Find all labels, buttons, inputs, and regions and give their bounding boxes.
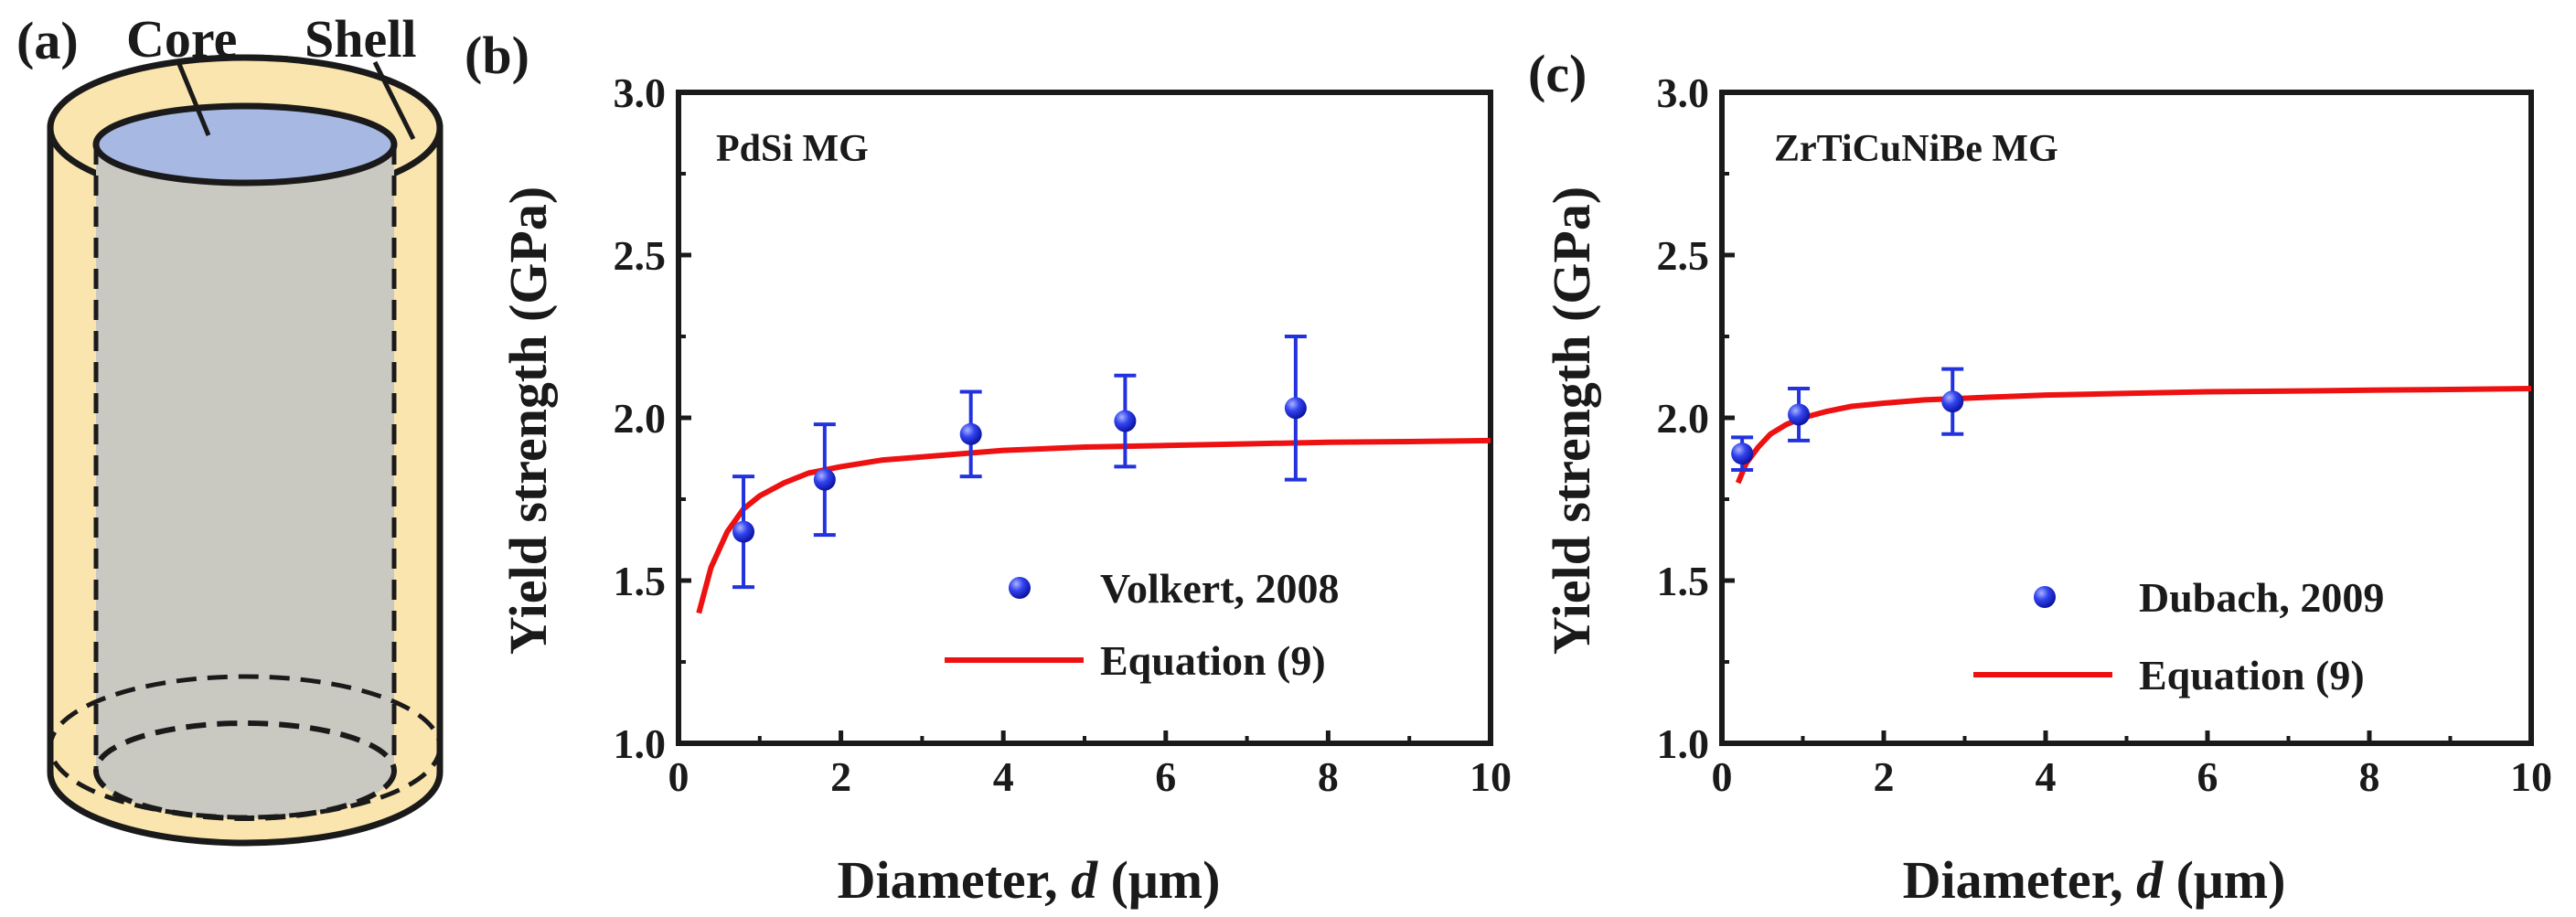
core-body <box>96 144 394 771</box>
chart-c-xlabel: Diameter, d (μm) <box>1903 850 2286 910</box>
chart-c-xtick-label: 4 <box>2036 753 2057 800</box>
chart-b-xtick-label: 0 <box>668 753 689 800</box>
core-shell-cylinder <box>47 54 444 847</box>
core-pointer <box>176 63 211 136</box>
chart-b-xtick-label: 2 <box>830 753 851 800</box>
shell-label: Shell <box>305 9 417 69</box>
chart-b-legend: Volkert, 2008 Equation (9) <box>945 565 1340 684</box>
chart-b-ytick-label: 1.0 <box>614 720 667 767</box>
chart-c-legend-marker <box>2034 586 2056 608</box>
chart-b-ytick-label: 3.0 <box>614 69 667 116</box>
chart-b-data-point <box>732 520 755 543</box>
chart-c-ytick-label: 2.5 <box>1657 232 1710 279</box>
chart-c-legend: Dubach, 2009 Equation (9) <box>1973 574 2384 698</box>
panel-a: (a) Core Shell <box>16 9 444 847</box>
chart-b-data-point <box>1284 397 1307 420</box>
chart-c-xlabel-var: d <box>2136 850 2164 910</box>
panel-c: (c) Yield strength (GPa) Diameter, d (μm… <box>1528 44 2552 910</box>
chart-c-data-point <box>1788 403 1811 426</box>
chart-b-data-point <box>813 468 836 491</box>
chart-b-ytick-label: 1.5 <box>614 558 667 604</box>
chart-c-xlabel-prefix: Diameter, <box>1903 850 2123 910</box>
chart-c-xtick-label: 8 <box>2359 753 2380 800</box>
shell-bottom-dashed <box>48 674 443 820</box>
chart-c-ytick-label: 2.0 <box>1657 395 1710 442</box>
chart-b-xlabel: Diameter, d (μm) <box>838 850 1221 910</box>
chart-b-frame <box>676 90 1493 746</box>
chart-b-data-point <box>1114 410 1137 432</box>
core-bottom-dashed <box>93 720 397 821</box>
chart-b-data-point <box>959 422 982 445</box>
panel-c-label: (c) <box>1528 44 1587 103</box>
chart-c-xtick-label: 10 <box>2510 753 2552 800</box>
chart-b-ytick-label: 2.5 <box>614 232 667 279</box>
chart-b-plot: 0 2 4 6 8 10 1.0 1.5 2.0 2.5 3.0 <box>614 69 1512 800</box>
chart-b-legend-marker <box>1009 577 1031 599</box>
chart-b-equation-curve <box>696 437 1491 614</box>
core-top-face <box>92 102 398 187</box>
chart-b-xlabel-unit: (μm) <box>1111 850 1221 910</box>
chart-b-xtick-label: 10 <box>1470 753 1512 800</box>
chart-c-plot: 0 2 4 6 8 10 1.0 1.5 2.0 2.5 3.0 <box>1657 69 2553 800</box>
chart-c-ylabel: Yield strength (GPa) <box>1542 187 1601 655</box>
chart-c-ytick-label: 3.0 <box>1657 69 1710 116</box>
chart-c-ytick-label: 1.5 <box>1657 558 1710 604</box>
chart-b-legend-line-label: Equation (9) <box>1100 637 1326 684</box>
chart-c-legend-points-label: Dubach, 2009 <box>2139 574 2384 621</box>
chart-b-ylabel: Yield strength (GPa) <box>498 187 558 655</box>
chart-c-equation-curve <box>1735 386 2532 485</box>
chart-c-xtick-label: 2 <box>1874 753 1895 800</box>
chart-c-frame <box>1719 90 2534 746</box>
chart-b-legend-points-label: Volkert, 2008 <box>1100 565 1340 612</box>
chart-c-xtick-label: 6 <box>2197 753 2218 800</box>
chart-b-ytick-label: 2.0 <box>614 395 667 442</box>
chart-b-xtick-label: 4 <box>993 753 1014 800</box>
chart-c-ytick-label: 1.0 <box>1657 720 1710 767</box>
chart-c-xlabel-unit: (μm) <box>2176 850 2286 910</box>
panel-b-label: (b) <box>465 26 529 85</box>
chart-c-xtick-label: 0 <box>1712 753 1733 800</box>
chart-b-xtick-label: 8 <box>1318 753 1339 800</box>
chart-c-data-point <box>1941 390 1964 413</box>
chart-c-data-point <box>1731 443 1754 465</box>
panel-b: (b) Yield strength (GPa) Diameter, d (μm… <box>465 26 1512 910</box>
chart-c-title: ZrTiCuNiBe MG <box>1774 128 2058 170</box>
panel-a-label: (a) <box>16 11 79 70</box>
core-label: Core <box>126 9 237 69</box>
chart-b-xlabel-prefix: Diameter, <box>838 850 1058 910</box>
chart-b-title: PdSi MG <box>716 128 869 170</box>
chart-b-xlabel-var: d <box>1071 850 1098 910</box>
shell-pointer <box>372 60 416 141</box>
chart-c-legend-line-label: Equation (9) <box>2139 652 2365 698</box>
chart-b-xtick-label: 6 <box>1155 753 1176 800</box>
